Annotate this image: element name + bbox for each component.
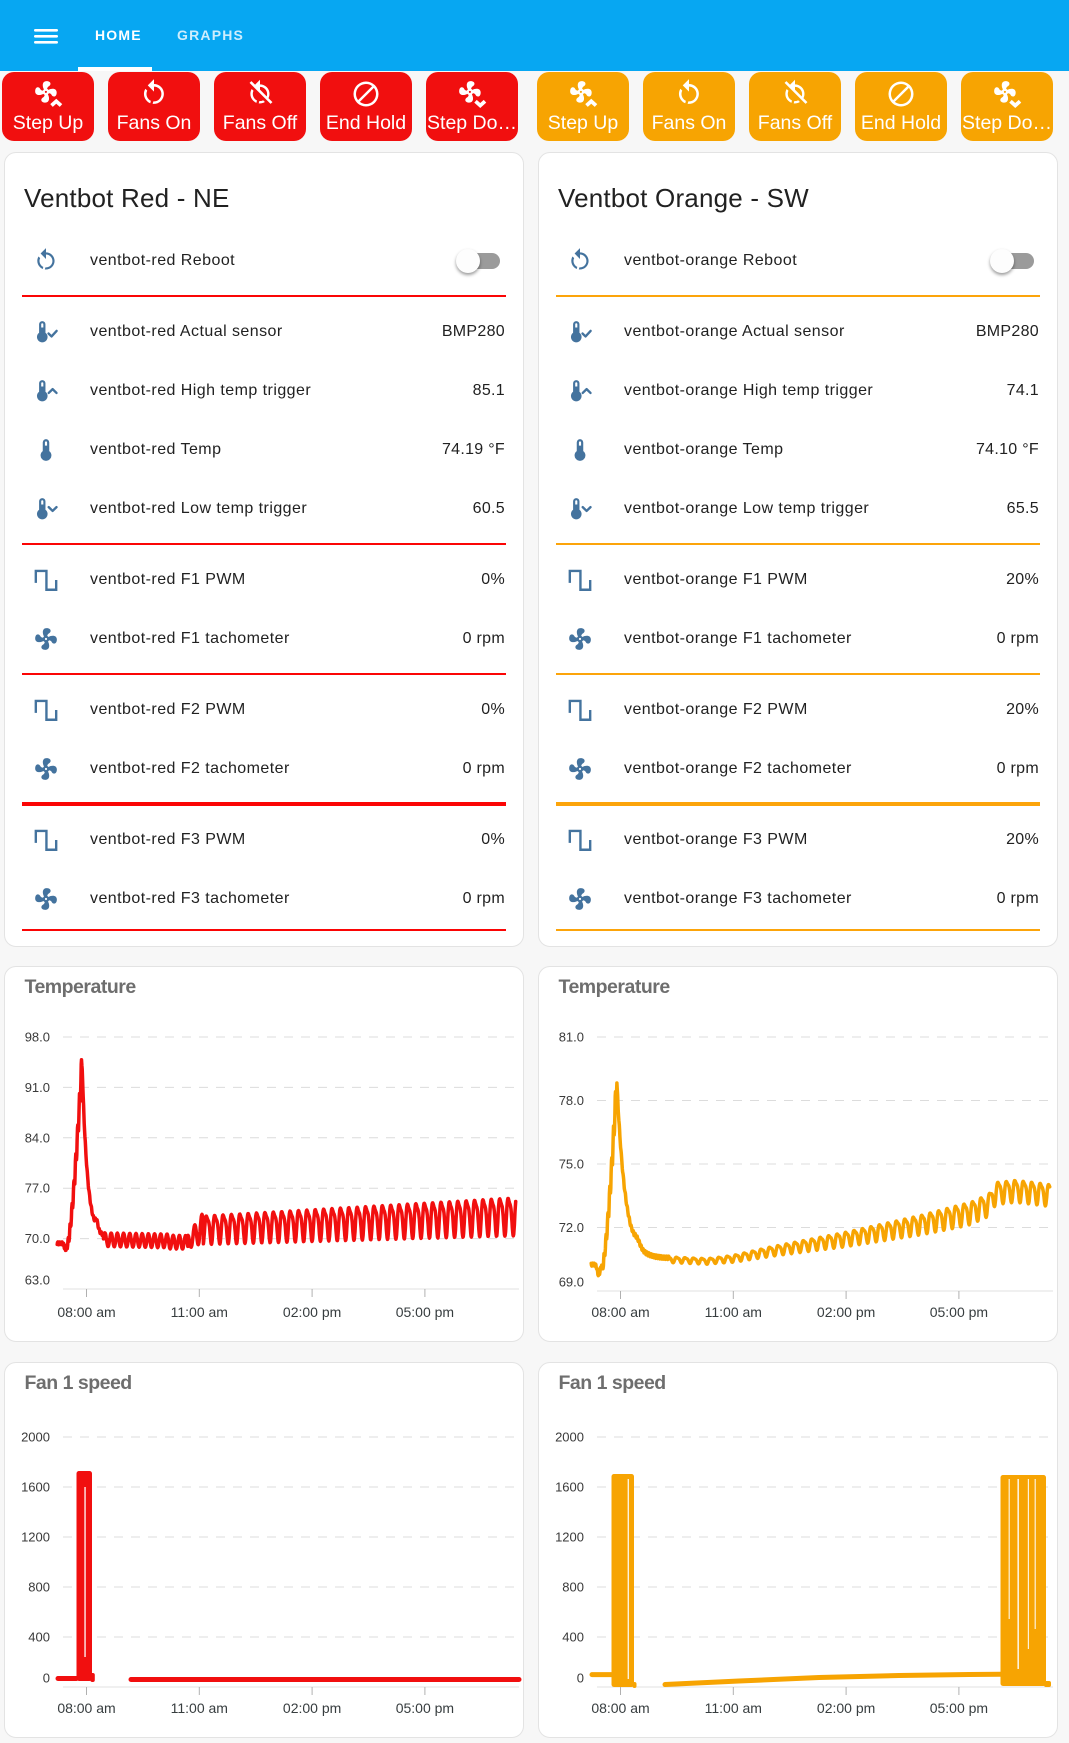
svg-text:11:00 am: 11:00 am [171,1304,228,1320]
svg-text:63.0: 63.0 [25,1273,50,1288]
svg-text:08:00 am: 08:00 am [591,1304,649,1320]
svg-text:11:00 am: 11:00 am [705,1700,762,1716]
svg-text:78.0: 78.0 [559,1093,584,1108]
svg-text:11:00 am: 11:00 am [171,1700,228,1716]
svg-text:800: 800 [28,1580,50,1595]
svg-text:1600: 1600 [555,1480,584,1495]
svg-text:70.0: 70.0 [25,1231,50,1246]
svg-text:08:00 am: 08:00 am [57,1304,115,1320]
svg-text:2000: 2000 [21,1430,50,1445]
svg-text:05:00 pm: 05:00 pm [930,1304,988,1320]
svg-text:81.0: 81.0 [559,1030,584,1045]
svg-text:0: 0 [43,1671,50,1686]
svg-text:05:00 pm: 05:00 pm [930,1700,988,1716]
svg-text:05:00 pm: 05:00 pm [396,1700,454,1716]
svg-text:400: 400 [28,1630,50,1645]
svg-text:98.0: 98.0 [25,1030,50,1045]
svg-text:05:00 pm: 05:00 pm [396,1304,454,1320]
svg-text:1200: 1200 [21,1530,50,1545]
svg-text:1600: 1600 [21,1480,50,1495]
svg-text:Fan 1 speed: Fan 1 speed [25,1372,132,1394]
svg-text:72.0: 72.0 [559,1220,584,1235]
svg-text:02:00 pm: 02:00 pm [283,1700,341,1716]
svg-text:400: 400 [562,1630,584,1645]
svg-text:02:00 pm: 02:00 pm [817,1700,875,1716]
svg-text:02:00 pm: 02:00 pm [283,1304,341,1320]
svg-text:11:00 am: 11:00 am [705,1304,762,1320]
svg-text:08:00 am: 08:00 am [57,1700,115,1716]
svg-text:2000: 2000 [555,1430,584,1445]
svg-text:69.0: 69.0 [559,1275,584,1290]
svg-text:Temperature: Temperature [25,976,137,998]
svg-text:800: 800 [562,1580,584,1595]
svg-text:02:00 pm: 02:00 pm [817,1304,875,1320]
svg-text:08:00 am: 08:00 am [591,1700,649,1716]
svg-text:1200: 1200 [555,1530,584,1545]
svg-text:84.0: 84.0 [25,1130,50,1145]
svg-text:77.0: 77.0 [25,1181,50,1196]
svg-text:Fan 1 speed: Fan 1 speed [559,1372,666,1394]
svg-text:0: 0 [577,1671,584,1686]
svg-text:91.0: 91.0 [25,1080,50,1095]
svg-text:75.0: 75.0 [559,1157,584,1172]
svg-text:Temperature: Temperature [559,976,671,998]
